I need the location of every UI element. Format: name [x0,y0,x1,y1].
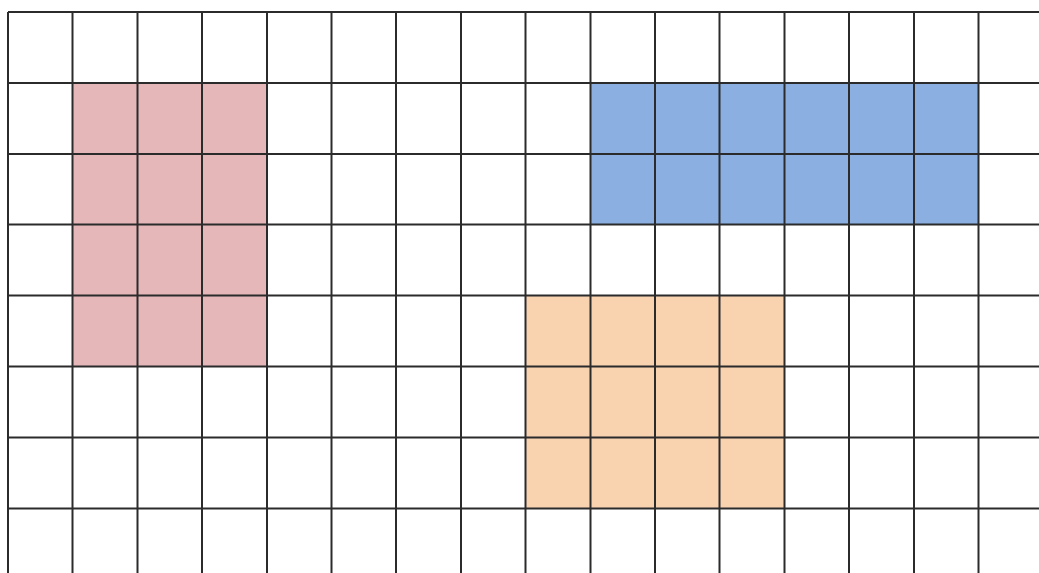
grid-lines [7,11,1039,573]
